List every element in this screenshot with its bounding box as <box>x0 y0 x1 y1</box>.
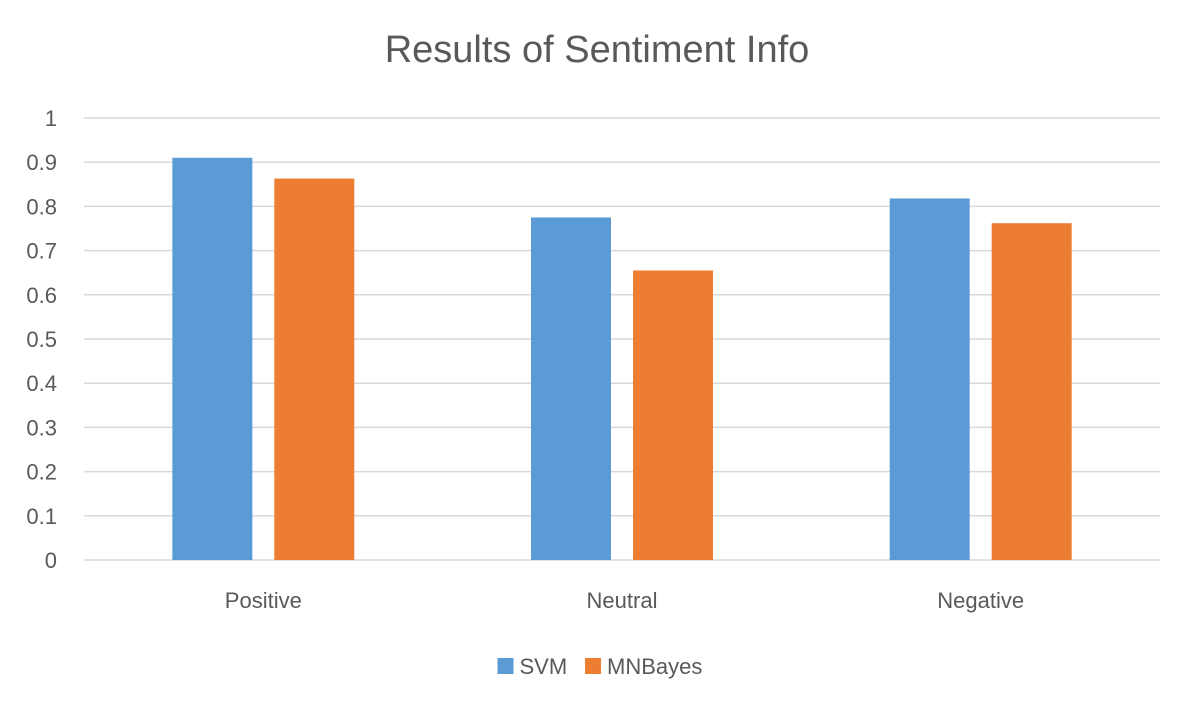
legend-label-mnbayes: MNBayes <box>607 654 702 679</box>
y-tick-label: 0.8 <box>26 194 57 219</box>
bar-mnbayes-positive <box>274 178 355 560</box>
legend-swatch-svm <box>497 658 514 674</box>
x-category-label: Positive <box>225 588 302 613</box>
chart-title: Results of Sentiment Info <box>385 29 810 71</box>
x-category-label: Negative <box>937 588 1024 613</box>
y-tick-label: 0.1 <box>26 504 57 529</box>
bar-svm-positive <box>172 157 253 560</box>
bar-svm-negative <box>889 198 970 560</box>
x-axis-categories: Positive Neutral Negative <box>225 588 1024 613</box>
y-tick-label: 0.9 <box>26 150 57 175</box>
y-tick-label: 0.5 <box>26 327 57 352</box>
y-tick-label: 0 <box>45 548 57 573</box>
y-tick-label: 0.2 <box>26 460 57 485</box>
y-tick-label: 0.4 <box>26 371 57 396</box>
bar-mnbayes-neutral <box>633 270 713 560</box>
bar-mnbayes-negative <box>991 223 1072 561</box>
y-tick-label: 1 <box>45 106 57 131</box>
bars <box>172 157 1072 561</box>
y-tick-label: 0.3 <box>26 415 57 440</box>
legend-label-svm: SVM <box>520 654 568 679</box>
bar-svm-neutral <box>531 217 611 560</box>
y-axis-ticks: 0 0.1 0.2 0.3 0.4 0.5 0.6 0.7 0.8 0.9 1 <box>26 106 57 573</box>
y-tick-label: 0.6 <box>26 283 57 308</box>
legend: SVM MNBayes <box>497 654 702 679</box>
y-tick-label: 0.7 <box>26 239 57 264</box>
gridlines <box>84 117 1160 561</box>
x-category-label: Neutral <box>587 588 658 613</box>
legend-swatch-mnbayes <box>585 658 601 674</box>
